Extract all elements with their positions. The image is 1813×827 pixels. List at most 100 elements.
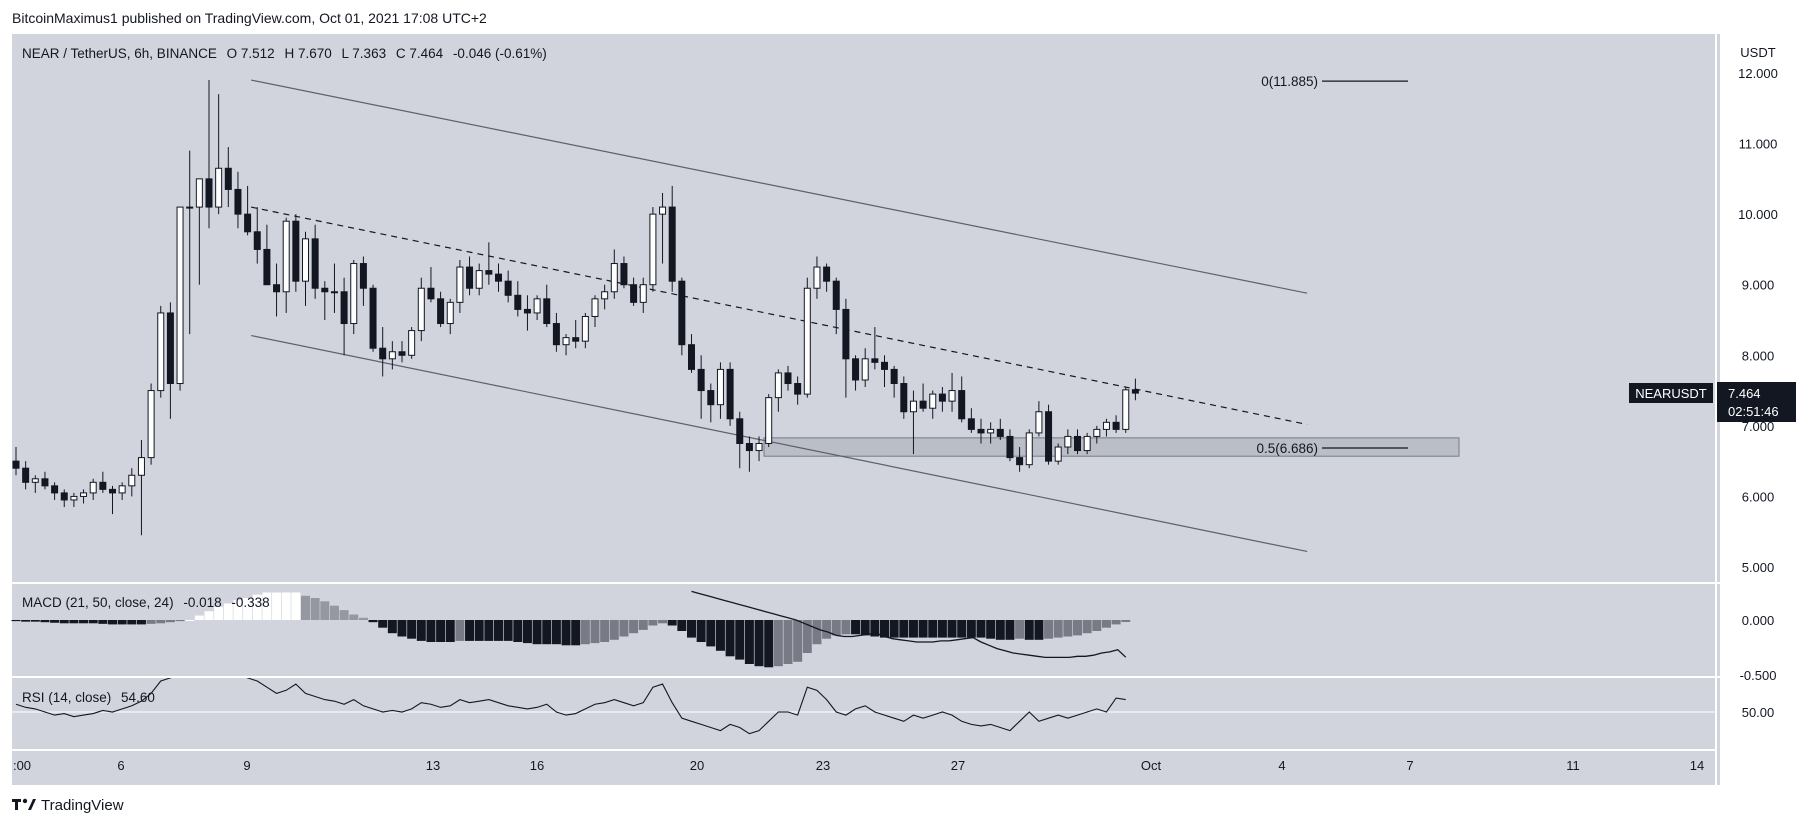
svg-text:RSI (14, close) 54.60: RSI (14, close) 54.60	[22, 690, 155, 705]
macd-histogram-bar	[928, 620, 938, 638]
tradingview-logo[interactable]: TradingView	[12, 797, 124, 814]
macd-histogram-bar	[88, 620, 98, 624]
candle-body	[340, 291, 348, 325]
channel-midline[interactable]	[250, 206, 1308, 426]
candle-body	[813, 266, 821, 289]
candle-body	[437, 298, 445, 325]
macd-pane[interactable]	[11, 590, 1131, 668]
macd-histogram-bar	[358, 617, 368, 620]
macd-value-2: -0.338	[231, 595, 269, 610]
candle-body	[1064, 435, 1072, 448]
rsi-pane[interactable]	[12, 666, 1716, 735]
macd-tick-label: -0.500	[1740, 668, 1777, 683]
candle-body	[977, 428, 985, 434]
macd-histogram-bar	[339, 610, 349, 620]
macd-histogram-bar	[117, 620, 127, 625]
candle-body	[832, 280, 840, 310]
tradingview-brand: TradingView	[41, 797, 124, 814]
candle-body	[22, 467, 30, 483]
macd-histogram-bar	[503, 620, 513, 641]
candle-body	[330, 291, 338, 294]
macd-histogram-bar	[851, 620, 861, 635]
macd-histogram-bar	[561, 620, 571, 646]
candle-body	[562, 337, 570, 346]
macd-histogram-bar	[754, 620, 764, 667]
macd-histogram-bar	[609, 620, 619, 640]
candle-body	[890, 368, 898, 385]
macd-histogram-bar	[165, 620, 175, 623]
macd-legend[interactable]: MACD (21, 50, close, 24) -0.018 -0.338	[22, 595, 270, 610]
channel-lower-line[interactable]	[250, 334, 1308, 553]
macd-histogram-bar	[880, 620, 889, 638]
macd-histogram-bar	[1101, 620, 1111, 628]
macd-histogram-bar	[175, 620, 185, 622]
symbol-name: NEAR / TetherUS, 6h, BINANCE	[22, 46, 217, 61]
price-tick-label: 6.000	[1742, 489, 1775, 504]
publisher-text: BitcoinMaximus1 published on TradingView…	[12, 10, 487, 26]
macd-histogram-bar	[79, 620, 89, 624]
macd-label: MACD (21, 50, close, 24)	[22, 595, 174, 610]
macd-histogram-bar	[1121, 620, 1131, 622]
price-tag-bg	[1717, 382, 1796, 422]
candle-body	[99, 481, 107, 490]
macd-histogram-bar	[860, 620, 870, 636]
macd-histogram-bar	[455, 620, 465, 641]
macd-histogram-bar	[571, 620, 581, 646]
svg-text:NEAR / TetherUS, 6h, BINANCE: NEAR / TetherUS, 6h, BINANCE O 7.512 H 7…	[22, 46, 547, 61]
macd-histogram-bar	[156, 620, 166, 624]
candle-body	[128, 474, 136, 487]
macd-histogram-bar	[976, 620, 986, 638]
candle-body	[369, 287, 377, 349]
candle-body	[186, 206, 194, 209]
candle-body	[31, 478, 39, 483]
candle-body	[996, 428, 1004, 437]
time-tick-label: 20	[690, 758, 704, 773]
macd-histogram-bar	[465, 620, 475, 641]
candle-body	[929, 393, 937, 409]
candle-body	[1093, 428, 1101, 437]
candle-body	[195, 178, 203, 208]
price-pane[interactable]: 0(11.885) 0.5(6.686)	[12, 74, 1460, 553]
macd-histogram-bar	[1053, 620, 1063, 638]
time-tick-label: 4	[1278, 758, 1285, 773]
candle-body	[852, 358, 860, 381]
candle-body	[504, 280, 512, 296]
macd-histogram-bar	[619, 620, 629, 637]
currency-label: USDT	[1740, 45, 1775, 60]
candle-body	[273, 284, 281, 293]
channel-upper-line[interactable]	[250, 79, 1308, 294]
candle-body	[1016, 457, 1024, 466]
candle-body	[630, 284, 638, 303]
candle-body	[485, 270, 493, 275]
candle-body	[41, 478, 49, 487]
macd-histogram-bar	[474, 620, 484, 641]
time-tick-label: 13	[426, 758, 440, 773]
macd-histogram-bar	[329, 605, 339, 620]
rsi-line	[15, 678, 1126, 735]
candle-body	[688, 344, 695, 370]
macd-histogram-bar	[522, 620, 532, 644]
candle-body	[649, 213, 657, 286]
candle-body	[109, 488, 116, 494]
time-tick-label: 16	[530, 758, 544, 773]
time-tick-label: 6	[117, 758, 124, 773]
rsi-label: RSI (14, close)	[22, 690, 111, 705]
macd-histogram-bar	[127, 620, 137, 625]
support-zone[interactable]	[763, 437, 1460, 457]
macd-histogram-bar	[252, 594, 262, 620]
candle-body	[958, 390, 966, 420]
symbol-legend[interactable]: NEAR / TetherUS, 6h, BINANCE O 7.512 H 7…	[22, 46, 547, 61]
last-price-tag[interactable]: NEARUSDT 7.464 02:51:46	[1629, 382, 1796, 422]
rsi-legend[interactable]: RSI (14, close) 54.60	[22, 690, 155, 705]
macd-histogram-bar	[1024, 620, 1034, 640]
macd-histogram-bar	[764, 620, 774, 668]
candle-body	[253, 231, 261, 250]
fib-level-label: 0.5(6.686)	[1256, 441, 1318, 456]
macd-histogram-bar	[1015, 620, 1025, 639]
candle-body	[1025, 432, 1033, 466]
candle-body	[311, 238, 319, 289]
candle-body	[697, 368, 705, 392]
macd-histogram-bar	[272, 592, 282, 620]
macd-histogram-bar	[291, 592, 301, 620]
